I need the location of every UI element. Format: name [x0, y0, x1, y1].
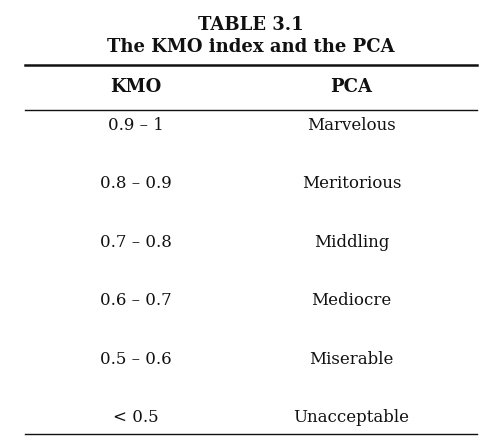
- Text: TABLE 3.1: TABLE 3.1: [198, 16, 303, 34]
- Text: 0.6 – 0.7: 0.6 – 0.7: [100, 292, 171, 309]
- Text: Unacceptable: Unacceptable: [293, 409, 409, 426]
- Text: 0.7 – 0.8: 0.7 – 0.8: [99, 234, 171, 251]
- Text: Middling: Middling: [313, 234, 388, 251]
- Text: < 0.5: < 0.5: [113, 409, 158, 426]
- Text: The KMO index and the PCA: The KMO index and the PCA: [107, 38, 394, 56]
- Text: 0.8 – 0.9: 0.8 – 0.9: [100, 175, 171, 192]
- Text: Marvelous: Marvelous: [307, 117, 395, 134]
- Text: 0.5 – 0.6: 0.5 – 0.6: [100, 351, 171, 368]
- Text: Meritorious: Meritorious: [301, 175, 400, 192]
- Text: KMO: KMO: [110, 78, 161, 96]
- Text: 0.9 – 1: 0.9 – 1: [107, 117, 163, 134]
- Text: PCA: PCA: [330, 78, 372, 96]
- Text: Mediocre: Mediocre: [311, 292, 391, 309]
- Text: Miserable: Miserable: [309, 351, 393, 368]
